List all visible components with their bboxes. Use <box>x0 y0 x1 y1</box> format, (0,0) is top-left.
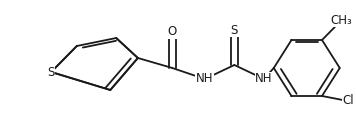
Text: CH₃: CH₃ <box>331 14 352 26</box>
Text: S: S <box>47 65 55 79</box>
Text: Cl: Cl <box>343 93 354 106</box>
Text: O: O <box>168 25 177 38</box>
Text: S: S <box>231 24 238 36</box>
Text: NH: NH <box>196 72 214 85</box>
Text: NH: NH <box>255 72 273 85</box>
